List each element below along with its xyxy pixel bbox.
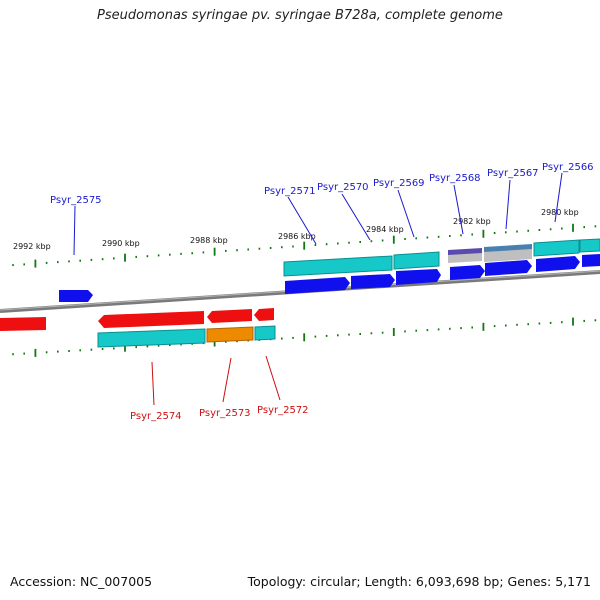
reverse-gene-labels: Psyr_2574 Psyr_2573 Psyr_2572	[130, 355, 309, 422]
ruler-label: 2984 kbp	[366, 225, 404, 234]
forward-gene-labels: Psyr_2575 Psyr_2571 Psyr_2570 Psyr_2569 …	[50, 162, 594, 256]
cds-block	[254, 325, 276, 341]
label-leader	[265, 355, 281, 401]
cds-block	[97, 328, 206, 348]
gene-arrow	[485, 260, 532, 276]
ruler-label: 2990 kbp	[102, 239, 140, 248]
gene-arrow	[396, 269, 441, 285]
cds-block	[533, 239, 580, 257]
cds-block	[448, 253, 482, 263]
accession-label: Accession: NC_007005	[10, 574, 153, 589]
gene-arrow	[98, 311, 204, 328]
label-leader	[505, 179, 511, 230]
gene-label-psyr-2575: Psyr_2575	[50, 195, 102, 206]
forward-gene-row	[59, 254, 600, 302]
position-ruler: 2992 kbp 2990 kbp 2988 kbp 2986 kbp 2984…	[13, 208, 579, 251]
cds-block	[206, 326, 254, 343]
label-leader	[397, 189, 415, 238]
cds-block	[484, 249, 532, 262]
label-leader	[222, 357, 232, 403]
label-leader	[287, 196, 317, 245]
cds-block	[393, 251, 440, 270]
ruler-label: 2992 kbp	[13, 242, 51, 251]
reverse-gene-row	[0, 308, 274, 331]
genome-title: Pseudomonas syringae pv. syringae B728a,…	[97, 8, 503, 23]
gene-arrow	[536, 256, 580, 272]
label-leader	[73, 205, 76, 256]
gene-arrow	[351, 274, 395, 289]
gene-arrow	[285, 277, 350, 294]
label-leader	[151, 361, 155, 406]
ruler-label: 2986 kbp	[278, 232, 316, 241]
gene-arrow	[0, 317, 46, 331]
gene-arrow	[450, 265, 485, 280]
gene-label-psyr-2569: Psyr_2569	[373, 178, 425, 189]
cds-block	[579, 238, 600, 253]
gene-arrow	[207, 309, 252, 323]
gene-arrow	[254, 308, 274, 321]
label-leader	[453, 184, 464, 235]
gene-label-psyr-2567: Psyr_2567	[487, 168, 539, 179]
ruler-label: 2988 kbp	[190, 236, 228, 245]
ruler-label: 2980 kbp	[541, 208, 579, 217]
gene-label-psyr-2572: Psyr_2572	[257, 405, 309, 416]
gene-label-psyr-2571: Psyr_2571	[264, 186, 316, 197]
genome-summary-label: Topology: circular; Length: 6,093,698 bp…	[247, 574, 591, 589]
ruler-label: 2982 kbp	[453, 217, 491, 226]
gene-label-psyr-2574: Psyr_2574	[130, 411, 182, 422]
gene-arrow	[59, 290, 93, 302]
gene-arrow	[582, 254, 600, 267]
gene-label-psyr-2573: Psyr_2573	[199, 408, 251, 419]
tick-row-forward	[12, 223, 597, 268]
gene-label-psyr-2568: Psyr_2568	[429, 173, 481, 184]
label-leader	[341, 193, 371, 241]
cds-block	[283, 255, 393, 277]
reverse-cds-row	[97, 325, 276, 348]
label-leader	[554, 172, 563, 223]
forward-cds-row	[283, 238, 600, 277]
gene-label-psyr-2570: Psyr_2570	[317, 182, 369, 193]
gene-label-psyr-2566: Psyr_2566	[542, 162, 594, 173]
